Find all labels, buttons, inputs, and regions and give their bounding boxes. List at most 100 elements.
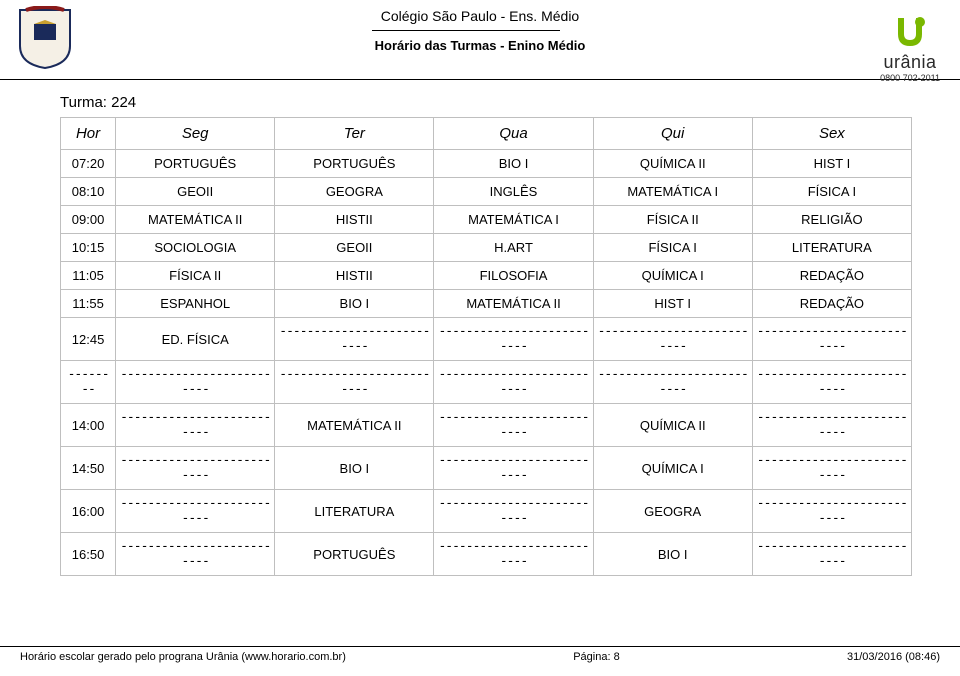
cell-seg: -------------------------- (116, 404, 275, 447)
page-footer: Horário escolar gerado pelo prograna Urâ… (0, 646, 960, 666)
cell-hor: -------- (61, 361, 116, 404)
cell-qua: BIO I (434, 150, 593, 178)
col-qui: Qui (593, 118, 752, 150)
cell-qua: -------------------------- (434, 361, 593, 404)
cell-qua: H.ART (434, 234, 593, 262)
cell-qua: -------------------------- (434, 318, 593, 361)
cell-hor: 16:50 (61, 533, 116, 576)
urania-logo: urânia 0800 702-2011 (880, 12, 940, 83)
cell-hor: 07:20 (61, 150, 116, 178)
col-seg: Seg (116, 118, 275, 150)
cell-sex: REDAÇÃO (752, 290, 911, 318)
table-row: 11:05FÍSICA IIHISTIIFILOSOFIAQUÍMICA IRE… (61, 262, 912, 290)
cell-sex: -------------------------- (752, 533, 911, 576)
cell-qua: INGLÊS (434, 178, 593, 206)
cell-qui: QUÍMICA I (593, 262, 752, 290)
page-header: Colégio São Paulo - Ens. Médio Horário d… (0, 0, 960, 80)
cell-hor: 10:15 (61, 234, 116, 262)
table-row: 14:00--------------------------MATEMÁTIC… (61, 404, 912, 447)
cell-seg: -------------------------- (116, 533, 275, 576)
schedule-table: Hor Seg Ter Qua Qui Sex 07:20PORTUGUÊSPO… (60, 117, 912, 576)
cell-qui: QUÍMICA I (593, 447, 752, 490)
table-row: 16:50--------------------------PORTUGUÊS… (61, 533, 912, 576)
cell-qua: FILOSOFIA (434, 262, 593, 290)
cell-ter: HISTII (275, 206, 434, 234)
cell-qua: -------------------------- (434, 404, 593, 447)
table-row: 14:50--------------------------BIO I----… (61, 447, 912, 490)
cell-qua: MATEMÁTICA I (434, 206, 593, 234)
cell-seg: -------------------------- (116, 490, 275, 533)
table-row: 09:00MATEMÁTICA IIHISTIIMATEMÁTICA IFÍSI… (61, 206, 912, 234)
footer-center: Página: 8 (573, 651, 619, 666)
cell-ter: BIO I (275, 447, 434, 490)
cell-sex: RELIGIÃO (752, 206, 911, 234)
cell-qui: -------------------------- (593, 361, 752, 404)
cell-qui: QUÍMICA II (593, 404, 752, 447)
cell-ter: GEOII (275, 234, 434, 262)
table-row: 12:45ED. FÍSICA-------------------------… (61, 318, 912, 361)
cell-sex: -------------------------- (752, 361, 911, 404)
cell-ter: PORTUGUÊS (275, 533, 434, 576)
table-row: 10:15SOCIOLOGIAGEOIIH.ARTFÍSICA ILITERAT… (61, 234, 912, 262)
cell-hor: 11:55 (61, 290, 116, 318)
cell-sex: -------------------------- (752, 404, 911, 447)
cell-qua: -------------------------- (434, 533, 593, 576)
cell-sex: LITERATURA (752, 234, 911, 262)
cell-sex: -------------------------- (752, 490, 911, 533)
cell-hor: 08:10 (61, 178, 116, 206)
cell-qua: -------------------------- (434, 447, 593, 490)
table-row: ----------------------------------------… (61, 361, 912, 404)
page-subtitle: Horário das Turmas - Enino Médio (0, 38, 960, 53)
table-row: 08:10GEOIIGEOGRAINGLÊSMATEMÁTICA IFÍSICA… (61, 178, 912, 206)
col-qua: Qua (434, 118, 593, 150)
urania-text: urânia (880, 52, 940, 73)
cell-seg: ESPANHOL (116, 290, 275, 318)
cell-hor: 11:05 (61, 262, 116, 290)
cell-qui: QUÍMICA II (593, 150, 752, 178)
cell-ter: GEOGRA (275, 178, 434, 206)
cell-qui: GEOGRA (593, 490, 752, 533)
school-crest-icon (18, 6, 72, 70)
table-header-row: Hor Seg Ter Qua Qui Sex (61, 118, 912, 150)
cell-qua: -------------------------- (434, 490, 593, 533)
urania-phone: 0800 702-2011 (880, 73, 940, 83)
cell-hor: 14:00 (61, 404, 116, 447)
col-ter: Ter (275, 118, 434, 150)
content-area: Turma: 224 Hor Seg Ter Qua Qui Sex 07:20… (0, 80, 960, 576)
cell-sex: -------------------------- (752, 447, 911, 490)
table-row: 07:20PORTUGUÊSPORTUGUÊSBIO IQUÍMICA IIHI… (61, 150, 912, 178)
cell-ter: -------------------------- (275, 361, 434, 404)
cell-hor: 09:00 (61, 206, 116, 234)
cell-qua: MATEMÁTICA II (434, 290, 593, 318)
cell-ter: MATEMÁTICA II (275, 404, 434, 447)
cell-hor: 14:50 (61, 447, 116, 490)
cell-seg: ED. FÍSICA (116, 318, 275, 361)
cell-seg: GEOII (116, 178, 275, 206)
cell-qui: FÍSICA II (593, 206, 752, 234)
cell-seg: FÍSICA II (116, 262, 275, 290)
cell-hor: 12:45 (61, 318, 116, 361)
cell-sex: HIST I (752, 150, 911, 178)
col-sex: Sex (752, 118, 911, 150)
cell-seg: -------------------------- (116, 447, 275, 490)
cell-qui: HIST I (593, 290, 752, 318)
cell-qui: -------------------------- (593, 318, 752, 361)
cell-qui: BIO I (593, 533, 752, 576)
cell-sex: REDAÇÃO (752, 262, 911, 290)
cell-ter: HISTII (275, 262, 434, 290)
cell-ter: -------------------------- (275, 318, 434, 361)
cell-seg: -------------------------- (116, 361, 275, 404)
col-hor: Hor (61, 118, 116, 150)
urania-mark-icon (890, 12, 930, 52)
header-center: Colégio São Paulo - Ens. Médio Horário d… (0, 0, 960, 53)
cell-hor: 16:00 (61, 490, 116, 533)
cell-ter: PORTUGUÊS (275, 150, 434, 178)
cell-qui: FÍSICA I (593, 234, 752, 262)
cell-ter: BIO I (275, 290, 434, 318)
turma-label: Turma: 224 (60, 94, 912, 111)
footer-left: Horário escolar gerado pelo prograna Urâ… (20, 651, 346, 666)
cell-sex: FÍSICA I (752, 178, 911, 206)
table-row: 11:55ESPANHOLBIO IMATEMÁTICA IIHIST IRED… (61, 290, 912, 318)
school-name: Colégio São Paulo - Ens. Médio (0, 8, 960, 24)
cell-seg: PORTUGUÊS (116, 150, 275, 178)
